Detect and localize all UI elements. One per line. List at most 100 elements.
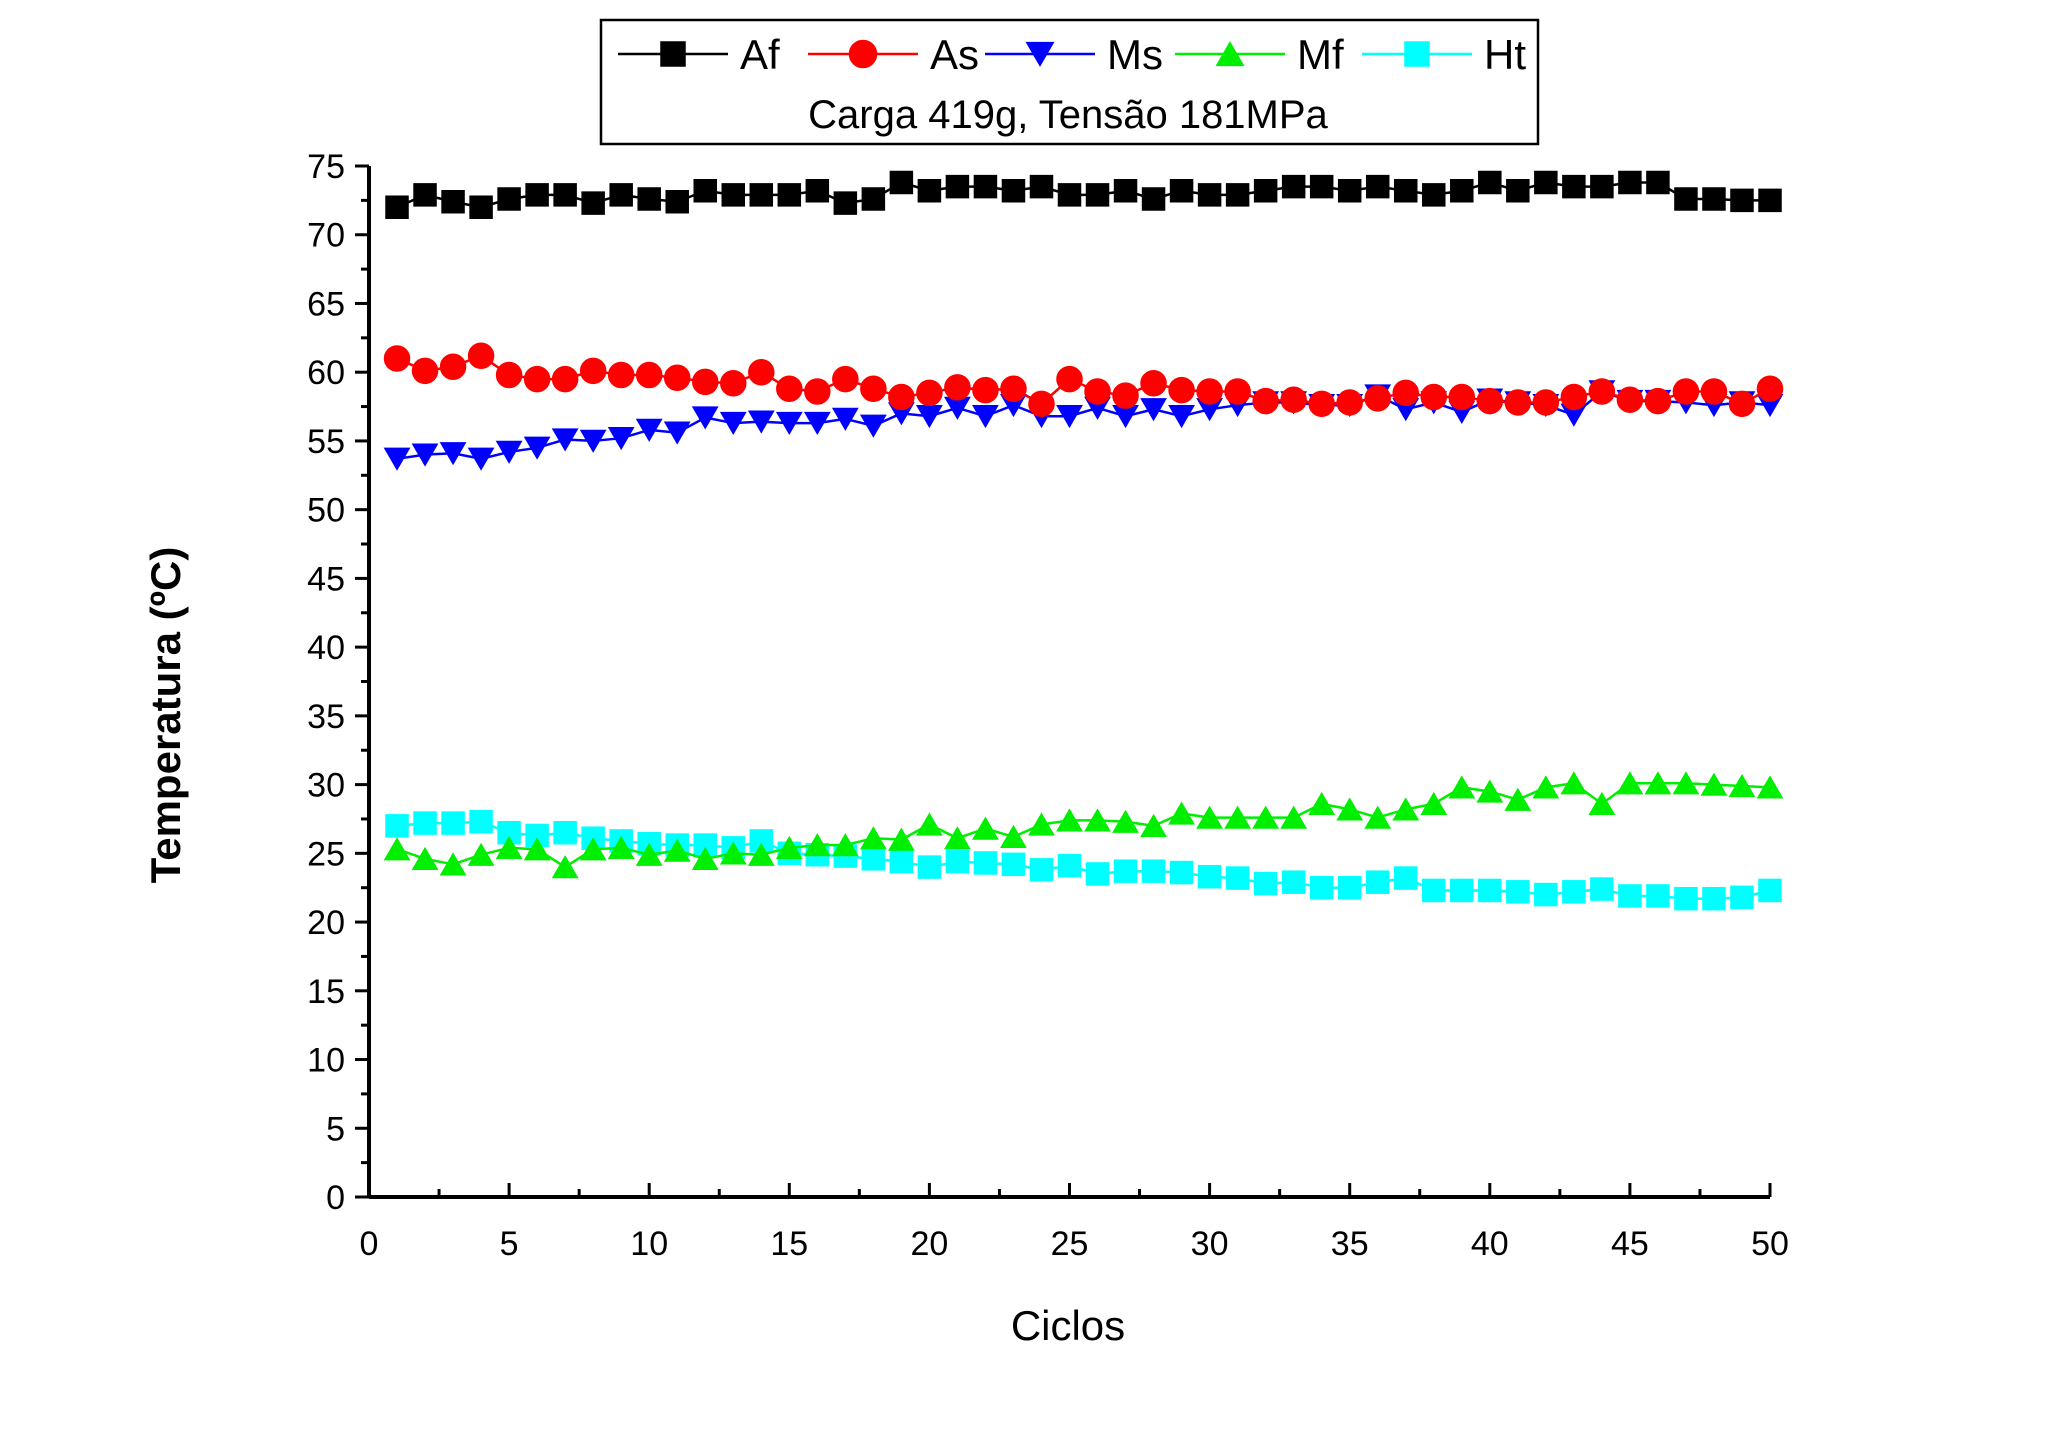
x-tick-label: 45 bbox=[1611, 1225, 1649, 1263]
point-mf bbox=[1224, 805, 1252, 829]
point-ht bbox=[1478, 878, 1502, 903]
series-af bbox=[385, 170, 1782, 219]
y-tick-label: 20 bbox=[307, 904, 345, 942]
y-tick-label: 0 bbox=[326, 1179, 345, 1217]
point-as bbox=[1224, 378, 1251, 405]
point-mf bbox=[915, 812, 943, 836]
point-ms bbox=[775, 411, 803, 436]
series-ht bbox=[385, 809, 1782, 911]
point-af bbox=[973, 174, 998, 199]
x-tick-label: 10 bbox=[630, 1225, 668, 1263]
point-af bbox=[1085, 183, 1110, 207]
point-mf bbox=[635, 842, 663, 866]
point-ht bbox=[1253, 871, 1278, 896]
point-ms bbox=[1056, 404, 1083, 429]
point-mf bbox=[1028, 812, 1055, 836]
point-ht bbox=[861, 847, 886, 871]
point-ht bbox=[1057, 853, 1082, 878]
point-as bbox=[804, 378, 831, 405]
point-ms bbox=[439, 442, 467, 466]
point-ms bbox=[383, 447, 411, 471]
point-ms bbox=[551, 428, 579, 452]
point-as bbox=[1000, 375, 1027, 402]
point-ht bbox=[889, 849, 914, 874]
point-mf bbox=[1168, 801, 1195, 825]
point-as bbox=[776, 375, 803, 402]
point-af bbox=[1197, 183, 1222, 207]
legend-box bbox=[599, 18, 1540, 146]
point-af bbox=[1393, 178, 1418, 203]
point-as bbox=[1756, 375, 1784, 402]
point-ms bbox=[663, 421, 691, 445]
point-ht bbox=[1730, 885, 1754, 910]
y-tick-label: 65 bbox=[307, 285, 345, 323]
point-ht bbox=[1562, 880, 1586, 904]
point-af bbox=[581, 191, 605, 215]
point-ms bbox=[411, 443, 439, 467]
legend-entry-ht: Ht bbox=[1362, 31, 1526, 78]
point-mf bbox=[1644, 771, 1672, 795]
point-ms bbox=[1112, 404, 1139, 429]
point-mf bbox=[1056, 808, 1083, 832]
point-ht bbox=[1365, 870, 1390, 894]
series-layer bbox=[383, 170, 1784, 911]
point-ht bbox=[917, 855, 942, 879]
point-as bbox=[1028, 390, 1055, 418]
legend: Af As Ms Mf Ht Carga 419g, Tensão 181MPa bbox=[599, 18, 1540, 146]
point-as bbox=[383, 345, 411, 372]
point-mf bbox=[1420, 791, 1448, 816]
point-af bbox=[945, 174, 970, 199]
point-ms bbox=[523, 436, 551, 460]
point-af bbox=[1057, 183, 1082, 207]
point-mf bbox=[1084, 808, 1111, 832]
point-af bbox=[833, 191, 858, 215]
point-as bbox=[720, 369, 747, 397]
point-ms bbox=[607, 426, 635, 451]
y-tick-label: 40 bbox=[307, 629, 345, 667]
point-af bbox=[1113, 178, 1138, 203]
point-as bbox=[1672, 378, 1700, 405]
y-tick-label: 45 bbox=[307, 560, 345, 598]
point-ht bbox=[1001, 852, 1026, 877]
point-af bbox=[609, 183, 633, 207]
point-mf bbox=[1140, 813, 1167, 838]
point-af bbox=[1758, 188, 1782, 213]
point-af bbox=[1646, 170, 1670, 195]
x-tick-label: 5 bbox=[500, 1225, 519, 1263]
point-mf bbox=[1560, 771, 1588, 795]
point-af bbox=[1702, 187, 1726, 211]
point-mf bbox=[663, 838, 691, 862]
point-ht bbox=[553, 820, 577, 845]
legend-marker bbox=[1025, 41, 1055, 67]
point-af bbox=[1478, 170, 1502, 195]
point-ht bbox=[1758, 878, 1782, 903]
point-as bbox=[1308, 390, 1335, 418]
point-af bbox=[441, 189, 465, 214]
point-mf bbox=[1616, 771, 1644, 795]
legend-marker bbox=[660, 41, 686, 67]
x-tick-label: 30 bbox=[1191, 1225, 1229, 1263]
point-ms bbox=[1140, 398, 1167, 422]
point-af bbox=[1309, 174, 1334, 199]
point-as bbox=[691, 368, 719, 396]
point-af bbox=[749, 183, 774, 207]
point-mf bbox=[439, 852, 467, 876]
x-tick-label: 20 bbox=[910, 1225, 948, 1263]
point-mf bbox=[803, 833, 831, 857]
point-ht bbox=[1141, 859, 1166, 883]
x-tick-label: 50 bbox=[1751, 1225, 1789, 1263]
point-af bbox=[1225, 183, 1250, 207]
point-ht bbox=[1590, 877, 1614, 901]
point-mf bbox=[1112, 809, 1139, 833]
point-af bbox=[1253, 178, 1278, 203]
point-as bbox=[1056, 365, 1083, 393]
point-mf bbox=[859, 826, 887, 850]
point-af bbox=[1562, 174, 1586, 199]
point-ht bbox=[441, 811, 465, 835]
point-as bbox=[411, 357, 439, 385]
x-tick-label: 25 bbox=[1051, 1225, 1089, 1263]
point-mf bbox=[579, 837, 607, 861]
point-mf bbox=[1196, 805, 1224, 829]
point-as bbox=[1588, 378, 1616, 405]
point-ms bbox=[747, 410, 775, 434]
